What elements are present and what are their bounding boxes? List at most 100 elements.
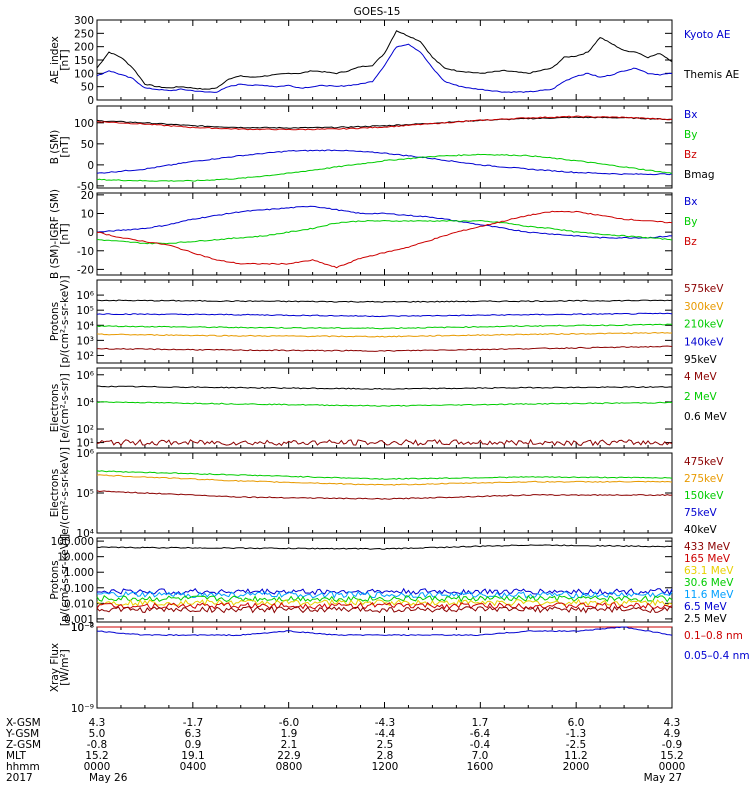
- y-tick-label: 10⁶: [76, 448, 94, 460]
- ephemeris-value: May 27: [644, 772, 682, 784]
- y-tick-label: 10³: [76, 335, 94, 347]
- series-line: [96, 43, 673, 94]
- series-line: [96, 331, 673, 338]
- legend-entry: Bx: [684, 109, 697, 121]
- series-line: [96, 605, 673, 614]
- y-tick-label: 10²: [76, 424, 94, 436]
- legend-entry: Kyoto AE: [684, 29, 730, 41]
- y-tick-label: 10⁵: [76, 488, 94, 500]
- y-axis-label: B (SM): [49, 130, 61, 164]
- ephemeris-value: -0.8: [87, 739, 108, 751]
- legend-entry: 150keV: [684, 490, 724, 502]
- series-line: [96, 385, 673, 390]
- y-tick-label: 50: [81, 82, 94, 94]
- legend-entry: 75keV: [684, 507, 718, 519]
- y-tick-label: 10⁴: [76, 397, 94, 409]
- ephemeris-value: 5.0: [89, 728, 106, 740]
- legend-entry: Bz: [684, 149, 697, 161]
- ephemeris-value: 6.3: [185, 728, 202, 740]
- panel-frame: [96, 626, 673, 709]
- y-tick-label: 10⁴: [76, 528, 94, 540]
- legend-entry: 275keV: [684, 473, 724, 485]
- y-axis-label: Protons: [49, 560, 61, 599]
- y-axis-label: Electrons: [49, 469, 61, 518]
- y-tick-label: 10.000: [57, 552, 94, 564]
- y-tick-label: 10⁵: [76, 305, 94, 317]
- ephemeris-value: 15.2: [660, 750, 683, 762]
- ephemeris-value: -2.5: [566, 739, 587, 751]
- y-axis-label: AE_index: [49, 36, 61, 84]
- y-axis-label: [W/m²]: [59, 649, 71, 686]
- y-tick-label: 0: [87, 227, 94, 239]
- legend-entry: 4 MeV: [684, 371, 718, 383]
- ephemeris-value: 2.1: [281, 739, 298, 751]
- series-line: [96, 438, 673, 447]
- y-tick-label: -10: [77, 246, 94, 258]
- legend-entry: Bx: [684, 196, 697, 208]
- ephemeris-value: -1.3: [566, 728, 587, 740]
- ephemeris-value: 0000: [659, 761, 686, 773]
- y-tick-label: 10⁻⁸: [71, 622, 94, 634]
- legend-entry: 433 MeV: [684, 541, 731, 553]
- y-axis-label: B (SM)-IGRF (SM): [49, 189, 61, 279]
- y-tick-label: 10: [81, 209, 94, 221]
- legend-entry: 95keV: [684, 354, 718, 366]
- legend-entry: 0.6 MeV: [684, 411, 728, 423]
- ephemeris-value: May 26: [89, 772, 128, 784]
- y-tick-label: -50: [77, 181, 94, 193]
- series-line: [96, 299, 673, 303]
- legend-entry: 30.6 MeV: [684, 577, 734, 589]
- panel-frame: [96, 105, 673, 189]
- y-tick-label: 10²: [76, 350, 94, 362]
- legend-entry: 165 MeV: [684, 553, 731, 565]
- legend-entry: 475keV: [684, 456, 724, 468]
- series-line: [96, 598, 673, 607]
- ephemeris-value: -6.4: [470, 728, 491, 740]
- y-tick-label: 100.000: [51, 536, 94, 548]
- y-tick-label: 10⁻⁷: [71, 622, 94, 634]
- y-tick-label: 0.100: [64, 583, 94, 595]
- y-tick-label: 100: [74, 118, 94, 130]
- ephemeris-value: 2.8: [377, 750, 394, 762]
- y-tick-label: 20: [81, 190, 94, 202]
- ephemeris-value: 2.5: [377, 739, 394, 751]
- ephemeris-value: 11.2: [564, 750, 587, 762]
- y-tick-label: 10⁴: [76, 320, 94, 332]
- series-line: [96, 30, 673, 90]
- y-axis-label: [nT]: [59, 223, 71, 244]
- y-tick-label: 1.000: [64, 567, 94, 579]
- ephemeris-value: -4.4: [375, 728, 396, 740]
- y-axis-label: [p/(cm²-s-sr-keV)]: [59, 275, 71, 367]
- ephemeris-value: 6.0: [568, 717, 585, 729]
- ephemeris-value: -6.0: [279, 717, 300, 729]
- ephemeris-value: 1200: [372, 761, 399, 773]
- ephemeris-value: 19.1: [181, 750, 204, 762]
- series-line: [96, 312, 673, 318]
- series-line: [96, 205, 673, 239]
- y-tick-label: 10¹: [76, 438, 94, 450]
- ephemeris-value: -0.4: [470, 739, 491, 751]
- panel-frame: [96, 452, 673, 534]
- legend-entry: 300keV: [684, 301, 724, 313]
- legend-entry: 11.6 MeV: [684, 589, 734, 601]
- legend-entry: Bmag: [684, 169, 715, 181]
- series-line: [96, 149, 673, 176]
- panel-frame: [96, 192, 673, 276]
- series-line: [96, 474, 673, 486]
- y-tick-label: 10⁶: [76, 290, 94, 302]
- legend-entry: Bz: [684, 236, 697, 248]
- ephemeris-value: 0800: [276, 761, 303, 773]
- series-line: [96, 601, 673, 610]
- ephemeris-value: 4.9: [664, 728, 681, 740]
- y-tick-label: 10⁻⁸: [71, 622, 94, 634]
- chart-title: GOES-15: [354, 6, 401, 18]
- y-axis-label: Xray Flux: [49, 643, 61, 692]
- y-tick-label: 50: [81, 139, 94, 151]
- legend-entry: 210keV: [684, 319, 724, 331]
- y-axis-label: [nT]: [59, 136, 71, 157]
- y-tick-label: 10⁻⁹: [71, 703, 94, 715]
- y-tick-label: 0: [87, 160, 94, 172]
- y-tick-label: 0.001: [64, 614, 94, 626]
